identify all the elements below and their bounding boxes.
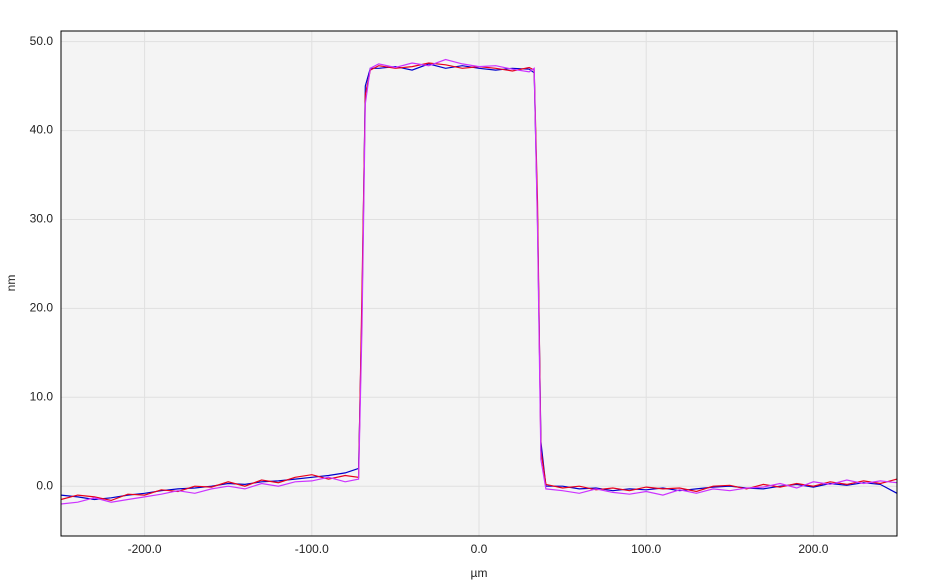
y-tick-label: 30.0 [30,212,54,226]
y-tick-label: 0.0 [36,478,53,492]
x-tick-label: 0.0 [471,542,488,556]
y-tick-label: 50.0 [30,34,54,48]
x-tick-label: -100.0 [295,542,329,556]
y-axis-label: nm [4,275,18,292]
x-tick-label: 200.0 [798,542,828,556]
x-axis-label: µm [471,566,488,580]
x-tick-label: 100.0 [631,542,661,556]
data-line [60,58,898,505]
y-tick-label: 10.0 [30,389,54,403]
x-tick-label: -200.0 [128,542,162,556]
y-tick-label: 20.0 [30,301,54,315]
y-tick-label: 40.0 [30,123,54,137]
plot-border [60,30,898,537]
